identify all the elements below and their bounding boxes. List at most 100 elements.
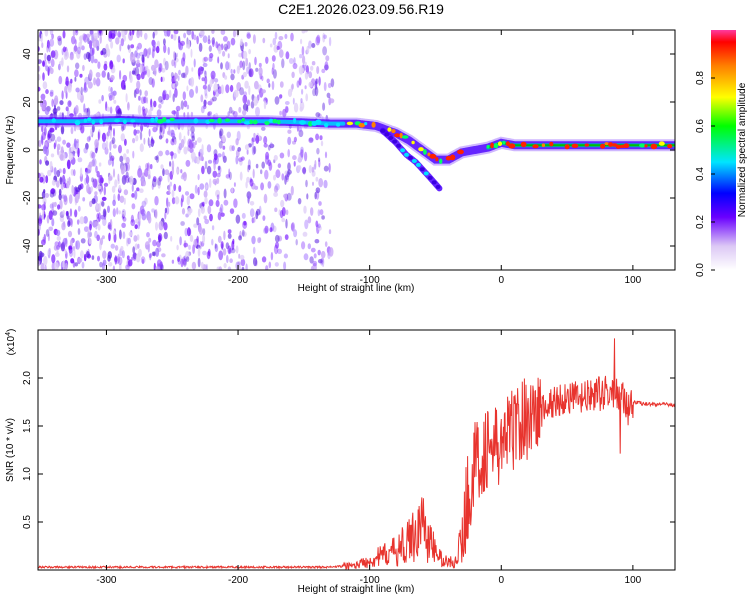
noise-mark: [158, 150, 164, 157]
noise-mark: [51, 98, 54, 107]
noise-mark: [58, 63, 61, 71]
noise-mark: [240, 258, 246, 267]
noise-mark: [50, 58, 55, 68]
noise-mark: [187, 129, 190, 136]
noise-mark: [61, 194, 65, 199]
ridge-peak: [272, 118, 278, 124]
noise-mark: [224, 75, 228, 80]
noise-mark: [59, 215, 65, 223]
ridge-peak: [154, 116, 159, 122]
noise-mark: [101, 94, 104, 102]
noise-mark: [107, 205, 110, 213]
noise-mark: [263, 100, 267, 110]
noise-mark: [137, 168, 143, 178]
x-tick-label: -300: [96, 275, 116, 286]
noise-mark: [261, 161, 266, 169]
spectrogram-ridge: [38, 114, 675, 192]
noise-mark: [318, 76, 321, 86]
noise-mark: [162, 168, 165, 177]
noise-mark: [56, 169, 61, 178]
noise-mark: [120, 133, 126, 142]
noise-mark: [268, 261, 272, 269]
noise-mark: [141, 200, 147, 207]
noise-mark: [312, 260, 318, 267]
noise-mark: [300, 38, 303, 45]
noise-mark: [308, 165, 312, 174]
noise-mark: [204, 196, 208, 205]
noise-mark: [190, 77, 195, 87]
ridge-peak: [83, 118, 88, 123]
noise-mark: [232, 30, 237, 38]
noise-mark: [181, 208, 186, 215]
noise-mark: [260, 169, 263, 175]
colorbar-tick-label: 0.2: [695, 215, 706, 229]
noise-mark: [230, 68, 233, 74]
noise-mark: [89, 150, 94, 159]
noise-mark: [160, 264, 164, 270]
noise-mark: [185, 250, 190, 260]
noise-mark: [239, 87, 245, 96]
noise-mark: [127, 44, 130, 50]
ridge-peak: [169, 117, 175, 122]
noise-mark: [216, 172, 221, 178]
noise-mark: [303, 205, 307, 214]
noise-mark: [135, 218, 140, 224]
noise-mark: [309, 256, 314, 264]
noise-mark: [131, 203, 136, 210]
noise-mark: [84, 76, 90, 85]
noise-mark: [97, 212, 101, 222]
noise-mark: [204, 75, 208, 85]
ridge-peak: [157, 119, 164, 124]
noise-mark: [69, 208, 73, 217]
noise-mark: [298, 77, 302, 86]
noise-mark: [154, 195, 159, 206]
ridge-peak: [401, 135, 409, 139]
noise-mark: [214, 78, 219, 83]
noise-mark: [157, 180, 161, 189]
noise-mark: [111, 157, 115, 167]
noise-mark: [147, 215, 152, 224]
noise-mark: [86, 107, 91, 118]
ridge-peak: [299, 120, 306, 125]
noise-mark: [292, 155, 297, 161]
noise-mark: [308, 71, 313, 79]
noise-mark: [93, 32, 99, 39]
branch-peak: [396, 143, 402, 148]
colorbar: 0.0 0.2 0.4 0.6 0.8 Normalized spectral ampl…: [695, 30, 748, 277]
noise-mark: [59, 153, 64, 161]
noise-mark: [233, 69, 236, 74]
noise-mark: [82, 64, 85, 72]
noise-mark: [50, 133, 56, 142]
noise-mark: [88, 135, 91, 141]
noise-mark: [246, 66, 250, 74]
noise-mark: [61, 222, 66, 231]
noise-mark: [158, 63, 162, 72]
noise-mark: [97, 61, 101, 69]
noise-mark: [139, 205, 145, 215]
noise-mark: [62, 167, 66, 175]
noise-mark: [74, 209, 78, 218]
noise-mark: [167, 172, 170, 183]
ridge-peak: [358, 123, 366, 128]
noise-mark: [163, 222, 168, 231]
noise-mark: [267, 144, 271, 151]
noise-mark: [222, 134, 226, 143]
noise-mark: [277, 40, 283, 50]
noise-mark: [94, 220, 99, 227]
noise-mark: [41, 42, 44, 49]
noise-mark: [108, 262, 113, 267]
noise-mark: [150, 98, 153, 108]
noise-mark: [101, 196, 107, 201]
noise-mark: [317, 249, 321, 256]
x-tick-label: 0: [498, 575, 504, 586]
noise-mark: [116, 54, 121, 63]
noise-mark: [261, 256, 267, 263]
noise-mark: [92, 158, 97, 167]
noise-mark: [314, 160, 317, 168]
noise-mark: [273, 174, 276, 181]
noise-mark: [268, 83, 271, 88]
noise-mark: [281, 217, 286, 223]
ridge-peak: [411, 140, 415, 145]
noise-mark: [236, 130, 241, 141]
noise-mark: [300, 149, 304, 158]
